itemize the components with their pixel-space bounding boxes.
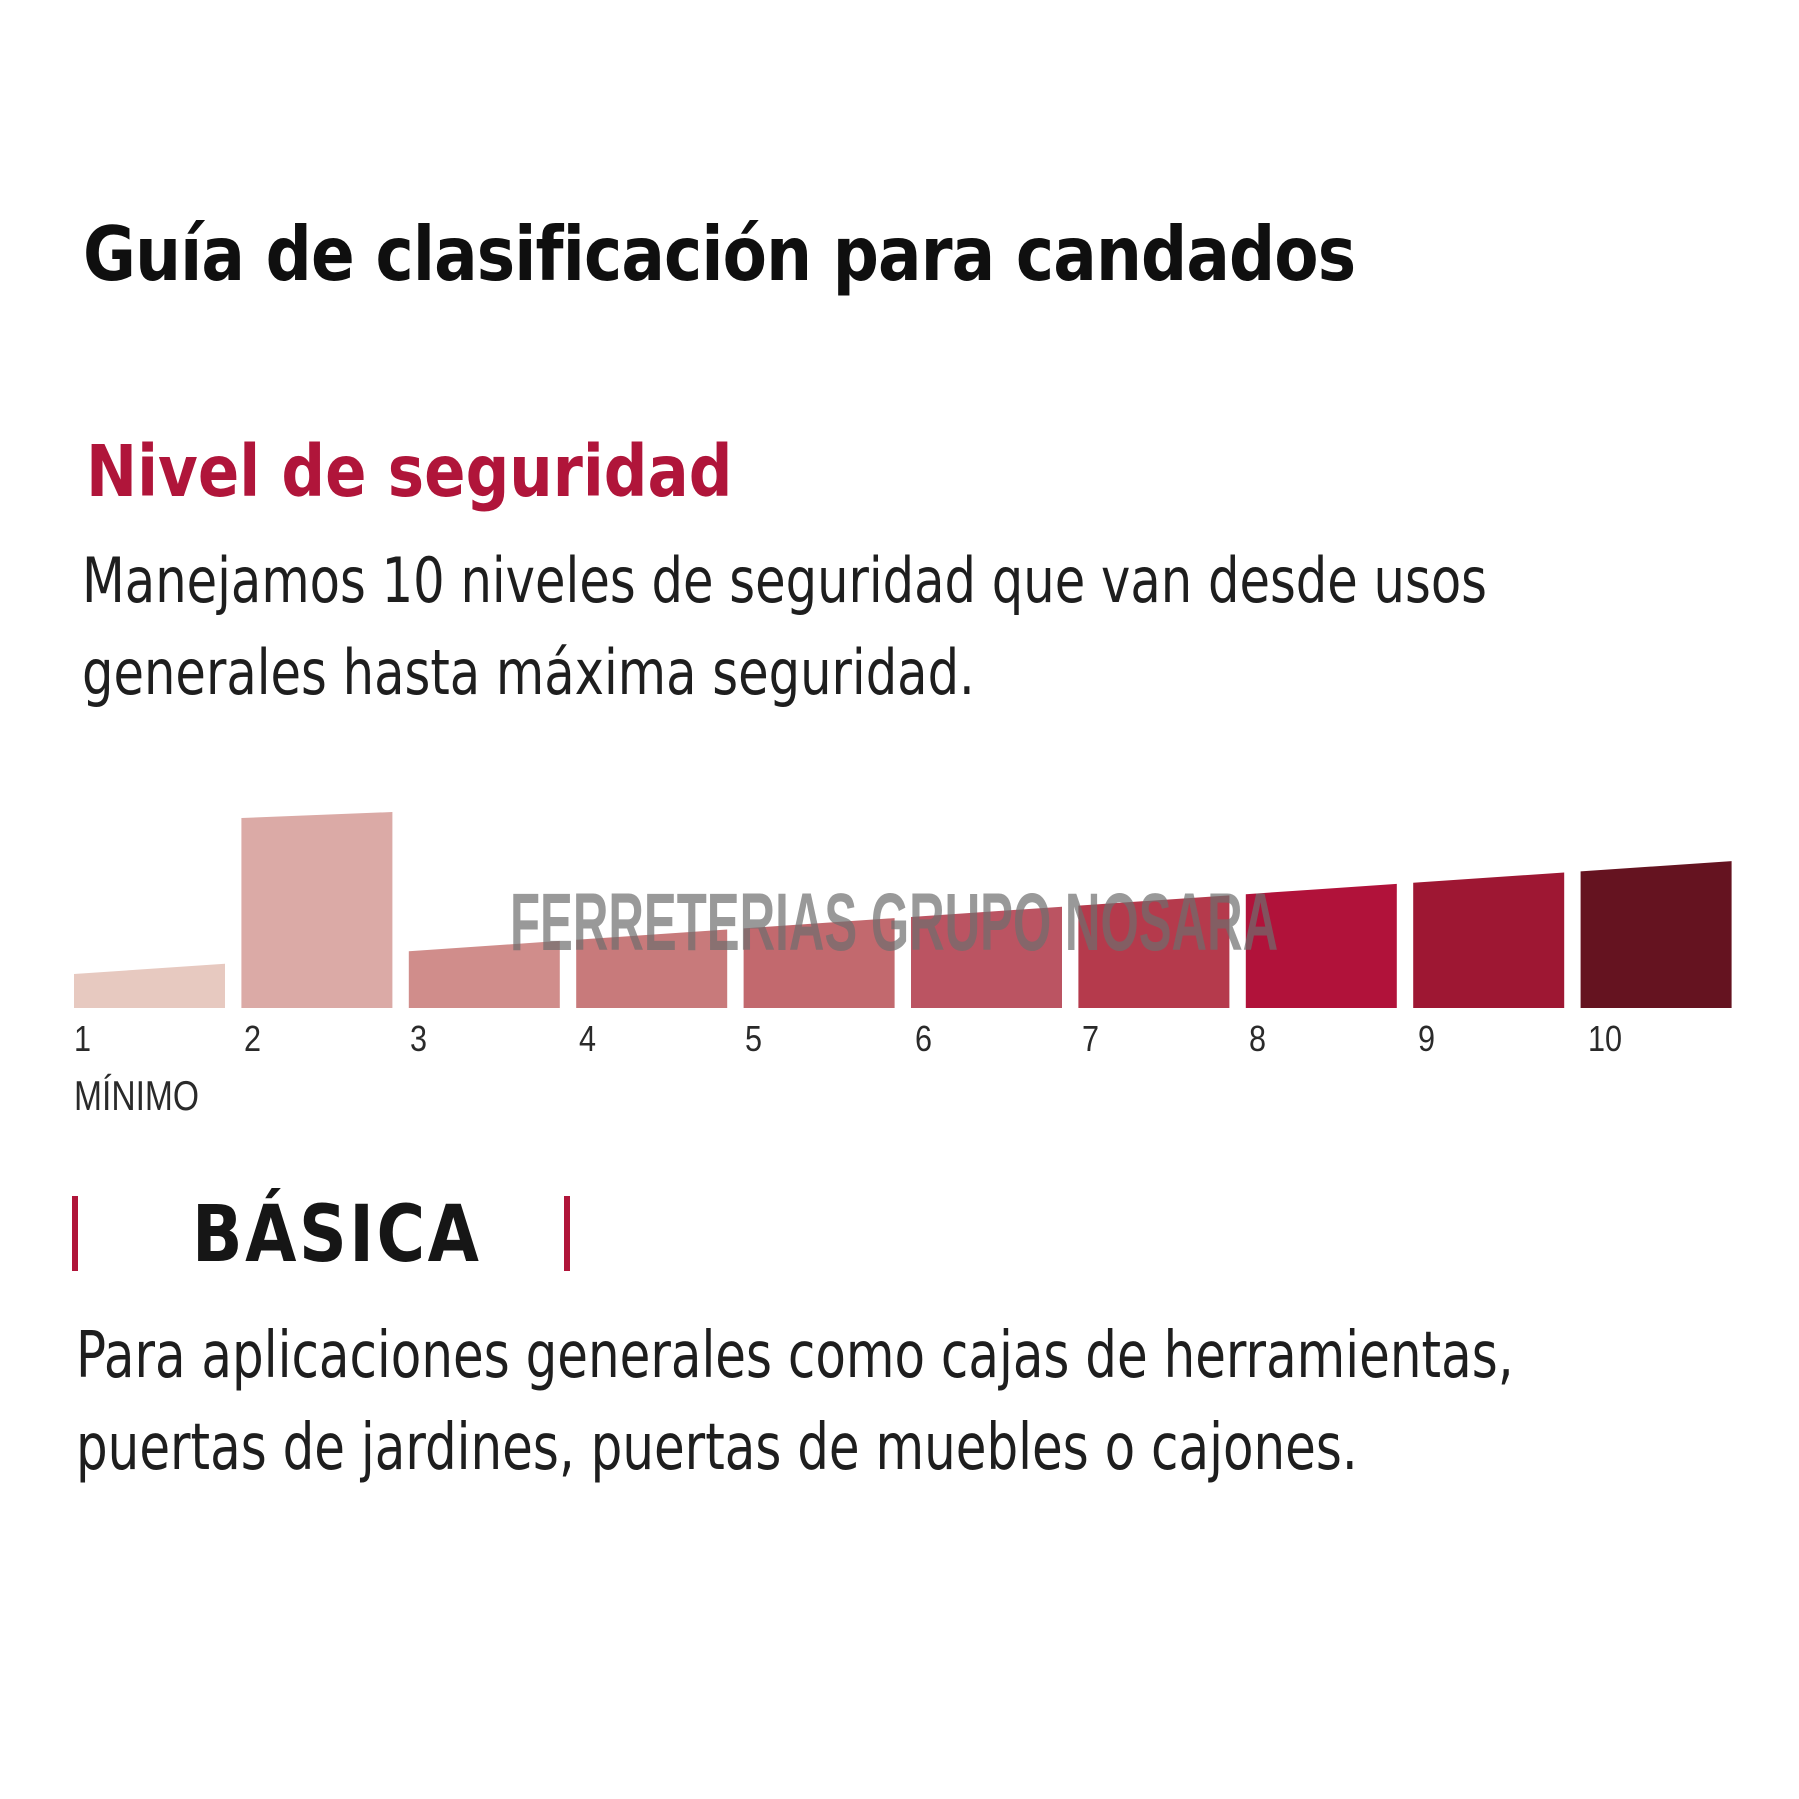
- security-level-scale: 1 2 3 4 5 6 7 8 9 10 MÍNIMO FERRETERIAS …: [0, 790, 1799, 1150]
- level-bar-1: [74, 963, 225, 1008]
- section-subtitle: Nivel de seguridad: [86, 430, 733, 513]
- level-label-10: 10: [1588, 1018, 1623, 1059]
- level-label-9: 9: [1418, 1018, 1436, 1059]
- level-label-2: 2: [244, 1018, 262, 1059]
- level-bar-4: [576, 929, 728, 1008]
- level-bar-9: [1413, 872, 1565, 1008]
- level-bar-2: [241, 812, 393, 1008]
- level-bar-5: [743, 918, 895, 1008]
- category-name: BÁSICA: [192, 1190, 482, 1280]
- level-label-4: 4: [579, 1018, 597, 1059]
- category-left-bracket: [72, 1196, 78, 1271]
- level-label-6: 6: [915, 1018, 933, 1059]
- level-label-7: 7: [1082, 1018, 1100, 1059]
- page-title: Guía de clasificación para candados: [83, 210, 1356, 298]
- category-right-bracket: [564, 1196, 570, 1271]
- category-description: Para aplicaciones generales como cajas d…: [76, 1319, 1514, 1485]
- level-bars-graphic: [74, 812, 1732, 1008]
- level-bar-3: [408, 940, 560, 1008]
- minimum-label: MÍNIMO: [74, 1072, 200, 1119]
- level-label-1: 1: [74, 1018, 92, 1059]
- watermark: FERRETERIAS GRUPO NOSARA: [510, 877, 1279, 968]
- level-bar-7: [1078, 895, 1230, 1008]
- section-description: Manejamos 10 niveles de seguridad que va…: [82, 544, 1488, 709]
- level-bar-6: [911, 906, 1062, 1008]
- level-label-8: 8: [1249, 1018, 1267, 1059]
- level-bar-8: [1245, 883, 1397, 1008]
- level-bar-10: [1580, 861, 1732, 1008]
- level-label-5: 5: [745, 1018, 763, 1059]
- level-label-3: 3: [410, 1018, 428, 1059]
